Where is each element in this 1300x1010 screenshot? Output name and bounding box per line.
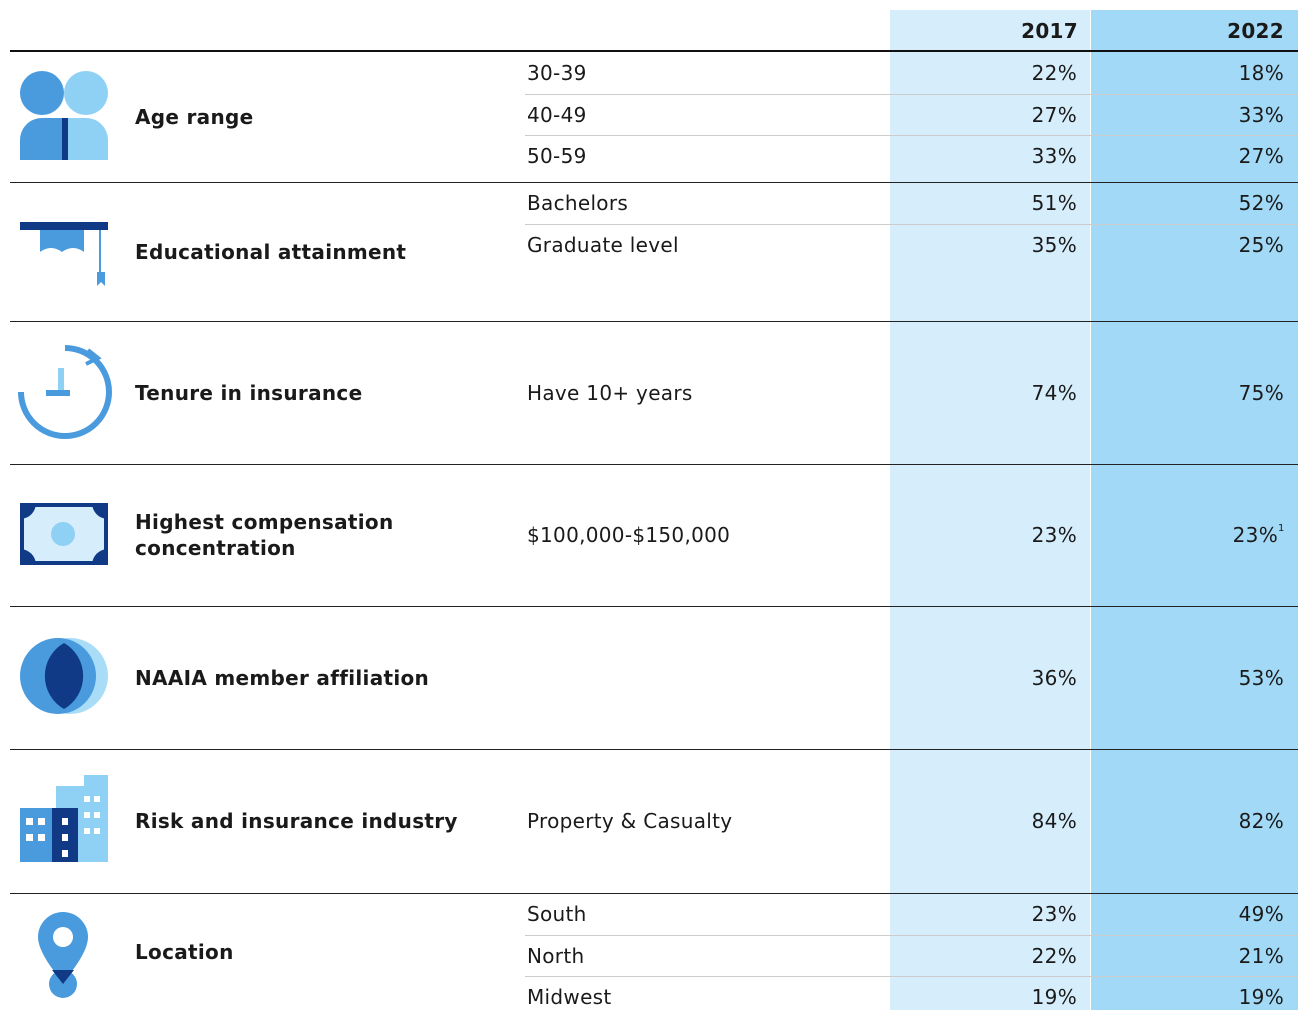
section-rule bbox=[10, 606, 1298, 607]
row-label: Midwest bbox=[527, 985, 612, 1009]
value-2017: 35% bbox=[1031, 232, 1077, 257]
value-2017: 23% bbox=[1031, 523, 1077, 547]
row-rule bbox=[525, 223, 1298, 225]
header-rule bbox=[10, 50, 1298, 52]
value-2017: 33% bbox=[1031, 144, 1077, 168]
value-2017: 84% bbox=[1031, 809, 1077, 833]
row-label: Bachelors bbox=[527, 191, 629, 215]
header-2022: 2022 bbox=[1227, 19, 1284, 43]
row-label: North bbox=[527, 943, 585, 968]
value-2017: 74% bbox=[1031, 380, 1077, 405]
column-2022-bg bbox=[1091, 10, 1298, 1010]
row-label: 50-59 bbox=[527, 144, 587, 168]
section-label: NAAIA member affiliation bbox=[135, 665, 430, 690]
value-2017: 36% bbox=[1031, 665, 1077, 690]
value-2022: 53% bbox=[1238, 665, 1284, 690]
section-label: Age range bbox=[135, 105, 254, 129]
row-rule bbox=[525, 93, 1298, 95]
value-2022: 23% bbox=[1232, 523, 1278, 547]
value-2022: 82% bbox=[1238, 809, 1284, 833]
section-label: Educational attainment bbox=[135, 239, 407, 264]
section-rule bbox=[10, 893, 1298, 894]
value-2022: 33% bbox=[1238, 102, 1284, 127]
value-2022: 52% bbox=[1238, 191, 1284, 215]
row-label: South bbox=[527, 902, 587, 926]
value-2017: 19% bbox=[1031, 985, 1077, 1009]
value-2017: 22% bbox=[1031, 61, 1077, 85]
row-label: 40-49 bbox=[527, 102, 587, 127]
value-2022: 75% bbox=[1238, 380, 1284, 405]
section-rule bbox=[10, 749, 1298, 750]
section-label: Highest compensation concentration bbox=[135, 510, 394, 560]
column-2017-bg bbox=[890, 10, 1090, 1010]
section-rule bbox=[10, 182, 1298, 183]
row-label: Property & Casualty bbox=[527, 809, 733, 833]
row-label: $100,000-$150,000 bbox=[527, 523, 731, 547]
value-2017: 23% bbox=[1031, 902, 1077, 926]
row-label: 30-39 bbox=[527, 61, 587, 85]
value-2022: 21% bbox=[1238, 943, 1284, 968]
row-rule bbox=[525, 135, 1298, 136]
row-rule bbox=[525, 976, 1298, 977]
icons bbox=[18, 71, 112, 998]
row-label: Graduate level bbox=[527, 232, 679, 257]
value-2017: 22% bbox=[1031, 943, 1077, 968]
value-2022: 49% bbox=[1238, 902, 1284, 926]
row-rule bbox=[525, 934, 1298, 936]
row-label: Have 10+ years bbox=[527, 380, 693, 405]
section-rule bbox=[10, 321, 1298, 322]
value-2022: 18% bbox=[1238, 61, 1284, 85]
section-rule bbox=[10, 464, 1298, 465]
header-2017: 2017 bbox=[1021, 19, 1078, 43]
section-label: Tenure in insurance bbox=[135, 380, 363, 405]
value-2017: 51% bbox=[1031, 191, 1077, 215]
value-2022: 27% bbox=[1238, 144, 1284, 168]
section-label: Location bbox=[135, 939, 234, 964]
value-2022: 19% bbox=[1238, 985, 1284, 1009]
value-2017: 27% bbox=[1031, 102, 1077, 127]
footnote-marker: 1 bbox=[1278, 523, 1285, 534]
section-label: Risk and insurance industry bbox=[135, 809, 458, 833]
value-2022: 25% bbox=[1238, 232, 1284, 257]
